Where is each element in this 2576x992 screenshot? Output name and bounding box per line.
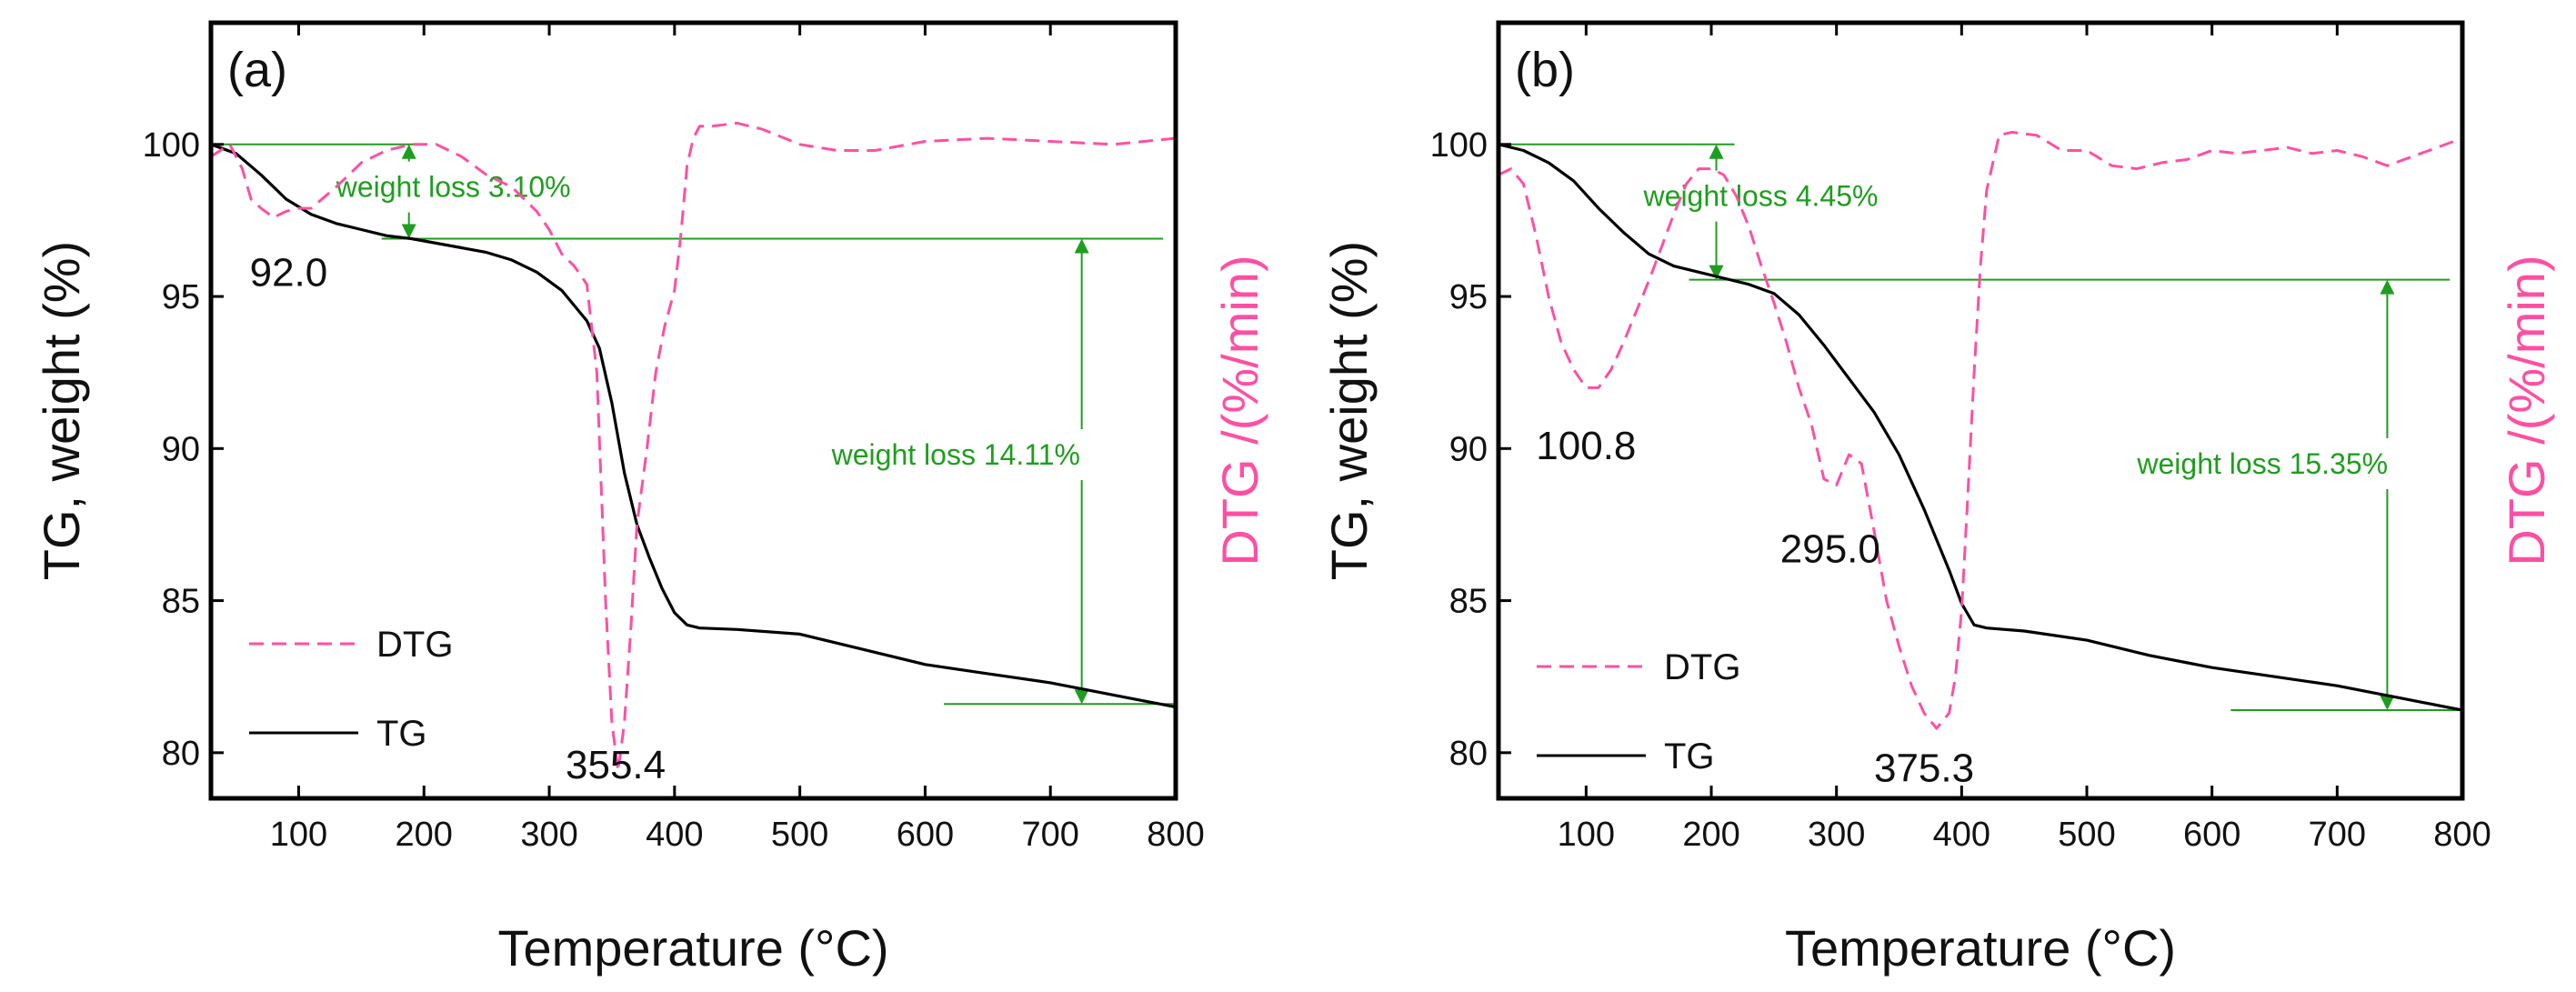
y-tick-label: 95 xyxy=(1449,278,1488,316)
dtg-series-line xyxy=(1498,130,2462,730)
y-tick-label: 80 xyxy=(162,735,200,773)
y-tick-label: 100 xyxy=(1430,126,1488,165)
legend-label: TG xyxy=(376,714,427,754)
legend: DTG TG xyxy=(1537,647,1740,777)
x-tick-label: 500 xyxy=(2058,816,2115,854)
y2-axis-title: DTG /(%/min) xyxy=(1211,255,1268,566)
panel-label: (a) xyxy=(227,43,287,97)
y-tick-label: 95 xyxy=(162,278,200,316)
x-axis-title: Temperature (°C) xyxy=(497,919,888,977)
arrow-head xyxy=(1074,689,1089,705)
arrow-head xyxy=(401,144,416,159)
legend-label: TG xyxy=(1664,736,1715,777)
peak-label: 92.0 xyxy=(250,250,328,295)
peak-label: 100.8 xyxy=(1536,424,1636,468)
panel-label: (b) xyxy=(1515,43,1575,97)
y-tick-label: 85 xyxy=(162,583,200,621)
y-axis-title: TG, weight (%) xyxy=(33,241,90,580)
weight-loss-annotation: weight loss 14.11% xyxy=(831,238,1176,706)
x-tick-label: 700 xyxy=(1022,816,1079,854)
peak-label: 355.4 xyxy=(566,743,666,787)
arrow-head xyxy=(1709,144,1724,159)
x-tick-label: 400 xyxy=(1933,816,1990,854)
x-tick-label: 800 xyxy=(2433,816,2491,854)
x-tick-label: 100 xyxy=(270,816,327,854)
y-axis-title: TG, weight (%) xyxy=(1320,241,1378,580)
dtg-series-line xyxy=(211,121,1176,773)
x-tick-label: 600 xyxy=(2183,816,2240,854)
x-tick-label: 800 xyxy=(1147,816,1204,854)
arrow-head xyxy=(2380,695,2395,710)
x-tick-label: 200 xyxy=(1682,816,1739,854)
y-tick-label: 100 xyxy=(143,126,200,165)
x-tick-label: 500 xyxy=(771,816,828,854)
panel-b: weight loss 4.45% weight loss 15.35% 100 20… xyxy=(1320,20,2555,977)
x-tick-label: 400 xyxy=(646,816,703,854)
arrow-head xyxy=(401,224,416,239)
tg-series-line xyxy=(1498,143,2462,712)
x-tick-label: 300 xyxy=(520,816,577,854)
arrow-head xyxy=(2380,279,2395,295)
weight-loss-label: weight loss 15.35% xyxy=(2136,447,2388,480)
panel-a: weight loss 3.10% weight loss 14.11% 100 20… xyxy=(33,20,1268,977)
weight-loss-label: weight loss 14.11% xyxy=(831,438,1080,471)
legend-label: DTG xyxy=(1664,647,1740,687)
weight-loss-annotation: weight loss 3.10% xyxy=(211,143,1164,240)
y-tick-label: 85 xyxy=(1449,583,1488,621)
y-tick-label: 80 xyxy=(1449,735,1488,773)
legend-label: DTG xyxy=(376,625,453,665)
x-tick-label: 300 xyxy=(1808,816,1865,854)
legend: DTG TG xyxy=(249,625,453,754)
y2-axis-title: DTG /(%/min) xyxy=(2498,255,2555,566)
arrow-head xyxy=(1709,265,1724,280)
x-tick-label: 700 xyxy=(2309,816,2366,854)
y-tick-label: 90 xyxy=(1449,430,1488,468)
x-tick-label: 100 xyxy=(1558,816,1615,854)
plot-frame xyxy=(208,20,1178,801)
plot-frame xyxy=(1496,20,2465,801)
x-axis-title: Temperature (°C) xyxy=(1785,919,2176,977)
tg-series-line xyxy=(211,143,1176,709)
peak-label: 375.3 xyxy=(1874,747,1974,791)
y-tick-label: 90 xyxy=(162,430,200,468)
x-tick-label: 600 xyxy=(897,816,954,854)
weight-loss-annotation: weight loss 4.45% xyxy=(1498,143,2451,281)
weight-loss-annotation: weight loss 15.35% xyxy=(2136,279,2462,711)
arrow-head xyxy=(1074,238,1089,254)
weight-loss-label: weight loss 3.10% xyxy=(336,171,571,204)
x-tick-label: 200 xyxy=(396,816,453,854)
weight-loss-label: weight loss 4.45% xyxy=(1643,180,1879,213)
peak-label: 295.0 xyxy=(1780,527,1880,572)
